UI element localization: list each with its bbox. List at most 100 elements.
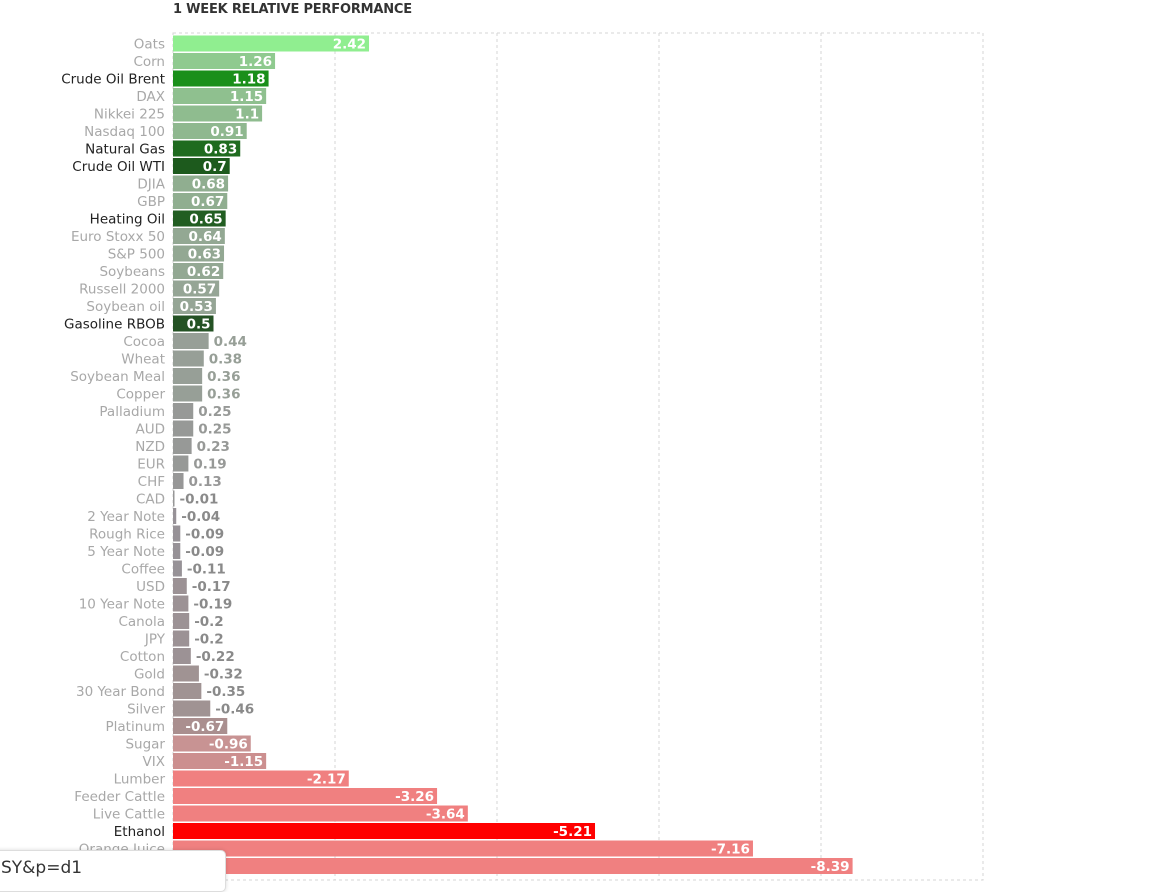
bar-row[interactable]: JPY -0.2: [144, 630, 224, 648]
bar-row[interactable]: Lumber -2.17: [114, 770, 349, 788]
bar[interactable]: [173, 613, 190, 629]
bar[interactable]: [173, 35, 370, 52]
bar-row[interactable]: Cotton -0.22: [120, 648, 235, 665]
bar-row[interactable]: Cocoa 0.44: [123, 333, 247, 350]
bar[interactable]: [173, 385, 203, 402]
bar-row[interactable]: Russell 2000 0.57: [79, 280, 220, 298]
bar[interactable]: [173, 578, 187, 594]
bar-row[interactable]: Palladium 0.25: [99, 403, 232, 420]
bar[interactable]: [173, 525, 181, 542]
bar[interactable]: [173, 683, 202, 699]
bar-row[interactable]: EUR 0.19: [137, 455, 227, 473]
bar-row[interactable]: Rough Rice -0.09: [89, 525, 224, 543]
bar[interactable]: [173, 753, 267, 769]
bar[interactable]: [173, 490, 175, 507]
bar[interactable]: [173, 403, 194, 419]
bar[interactable]: [173, 333, 209, 349]
bar[interactable]: [173, 770, 349, 787]
bar[interactable]: [173, 735, 251, 752]
bar[interactable]: [173, 158, 230, 174]
bar-row[interactable]: Soybeans 0.62: [99, 263, 224, 280]
bar[interactable]: [173, 140, 241, 157]
bar[interactable]: [173, 368, 203, 384]
bar[interactable]: [173, 595, 189, 612]
bar-row[interactable]: Soybean Meal 0.36: [70, 368, 240, 385]
bar[interactable]: [173, 53, 276, 69]
bar[interactable]: [173, 105, 263, 122]
bar[interactable]: [173, 508, 177, 524]
bar-row[interactable]: S&P 500 0.63: [108, 245, 225, 263]
bar[interactable]: [173, 648, 191, 664]
bar[interactable]: [173, 315, 214, 332]
bar-row[interactable]: Crude Oil WTI 0.7: [72, 158, 230, 175]
bar-row[interactable]: Wheat 0.38: [121, 350, 242, 368]
category-label: USD: [136, 579, 165, 595]
bar-row[interactable]: Oats 2.42: [134, 35, 370, 53]
bar-row[interactable]: Corn 1.26: [133, 53, 276, 70]
bar-row[interactable]: CHF 0.13: [138, 473, 222, 490]
bar[interactable]: [173, 630, 190, 647]
bar-row[interactable]: Nikkei 225 1.1: [94, 105, 263, 123]
bar[interactable]: [173, 665, 199, 682]
value-label: -0.09: [185, 527, 224, 543]
bar[interactable]: [173, 858, 853, 874]
bar[interactable]: [173, 840, 753, 857]
bar-row[interactable]: Gasoline RBOB 0.5: [64, 315, 214, 333]
bar[interactable]: [173, 298, 216, 314]
bar[interactable]: [173, 70, 269, 87]
bar[interactable]: [173, 823, 596, 839]
bar-row[interactable]: Ethanol -5.21: [114, 823, 596, 840]
bar-row[interactable]: 10 Year Note -0.19: [79, 595, 233, 613]
bar[interactable]: [173, 788, 438, 804]
bar-row[interactable]: Gold -0.32: [134, 665, 243, 683]
bar-row[interactable]: GBP 0.67: [137, 193, 228, 210]
bar-row[interactable]: VIX -1.15: [143, 753, 267, 770]
bar-row[interactable]: Feeder Cattle -3.26: [74, 788, 438, 805]
bar[interactable]: [173, 805, 468, 822]
bar-row[interactable]: Natural Gas 0.83: [85, 140, 241, 158]
bar[interactable]: [173, 718, 228, 734]
bar[interactable]: [173, 350, 204, 367]
bar[interactable]: [173, 228, 225, 244]
bar-row[interactable]: Euro Stoxx 50 0.64: [71, 228, 225, 245]
bar[interactable]: [173, 473, 184, 489]
url-popup[interactable]: SY&p=d1: [0, 850, 226, 892]
bar[interactable]: [173, 560, 182, 577]
bar-row[interactable]: AUD 0.25: [135, 420, 232, 438]
bar-row[interactable]: Coffee -0.11: [121, 560, 226, 578]
bar-row[interactable]: Soybean oil 0.53: [86, 298, 216, 315]
bar-row[interactable]: 5 Year Note -0.09: [87, 543, 224, 560]
category-label: DAX: [136, 89, 165, 105]
value-label: -7.16: [711, 842, 750, 858]
bar[interactable]: [173, 193, 228, 209]
bar-row[interactable]: Canola -0.2: [118, 613, 224, 630]
bar[interactable]: [173, 700, 211, 717]
bar[interactable]: [173, 455, 189, 472]
bar-row[interactable]: Crude Oil Brent 1.18: [61, 70, 269, 88]
bar-row[interactable]: CAD -0.01: [136, 490, 218, 508]
bar[interactable]: [173, 263, 224, 279]
bar-row[interactable]: Sugar -0.96: [125, 735, 251, 753]
bar-row[interactable]: Live Cattle -3.64: [93, 805, 468, 823]
bar-row[interactable]: NZD 0.23: [135, 438, 230, 455]
bar[interactable]: [173, 123, 247, 139]
bar[interactable]: [173, 438, 192, 454]
bar-row[interactable]: Copper 0.36: [116, 385, 240, 403]
bar[interactable]: [173, 245, 225, 262]
bar-row[interactable]: -8.39: [173, 858, 853, 875]
bar-row[interactable]: DAX 1.15: [136, 88, 267, 105]
bar[interactable]: [173, 88, 267, 104]
bar-row[interactable]: USD -0.17: [136, 578, 231, 595]
bar-row[interactable]: 2 Year Note -0.04: [87, 508, 220, 525]
bar[interactable]: [173, 420, 194, 437]
bar-row[interactable]: Silver -0.46: [127, 700, 254, 718]
bar-row[interactable]: DJIA 0.68: [137, 175, 229, 193]
bar-row[interactable]: 30 Year Bond -0.35: [76, 683, 245, 700]
bar[interactable]: [173, 210, 226, 227]
bar-row[interactable]: Nasdaq 100 0.91: [84, 123, 247, 140]
bar[interactable]: [173, 280, 220, 297]
bar-row[interactable]: Platinum -0.67: [106, 718, 228, 735]
bar[interactable]: [173, 175, 229, 192]
bar[interactable]: [173, 543, 181, 559]
bar-row[interactable]: Heating Oil 0.65: [90, 210, 226, 228]
